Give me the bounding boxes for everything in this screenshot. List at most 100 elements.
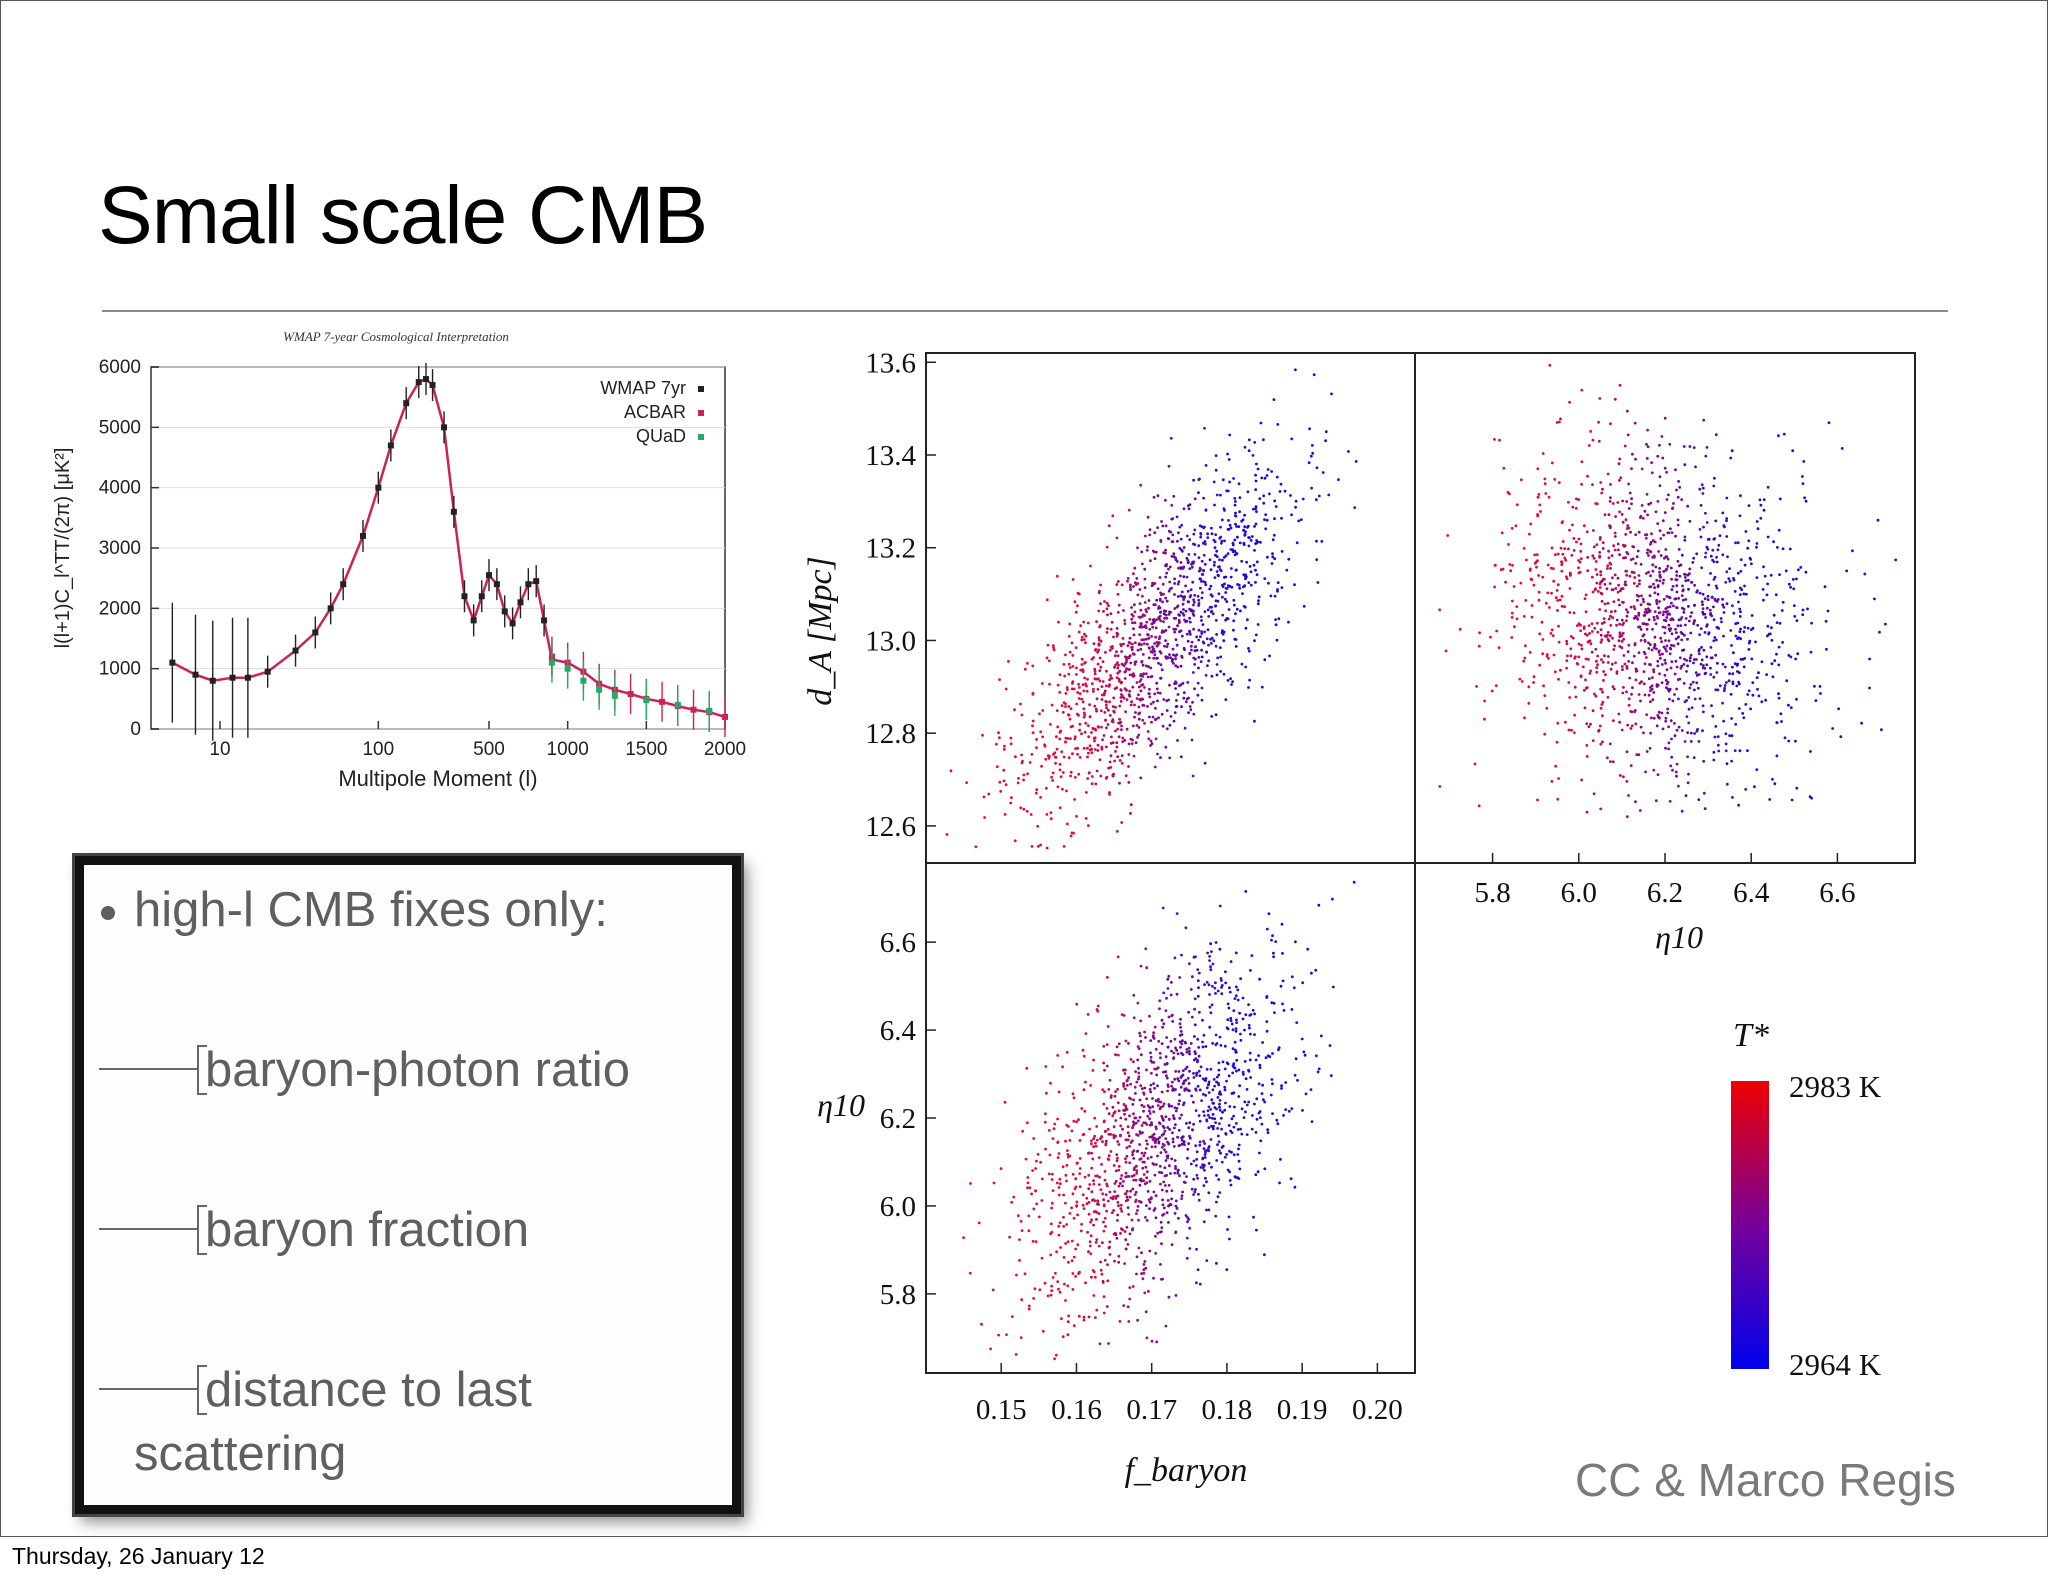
scatter-point: [1138, 711, 1142, 715]
dA-tick-label: 12.8: [865, 718, 916, 750]
scatter-point: [1154, 1137, 1158, 1141]
scatter-point: [1086, 1013, 1090, 1016]
scatter-point: [1154, 1252, 1158, 1255]
scatter-point: [1279, 1158, 1282, 1161]
scatter-point: [1573, 685, 1577, 689]
scatter-point: [1158, 1136, 1162, 1139]
scatter-point: [1518, 677, 1522, 681]
scatter-point: [1071, 1092, 1075, 1096]
scatter-point: [1144, 672, 1148, 676]
scatter-point: [1585, 722, 1589, 725]
scatter-point: [1664, 678, 1668, 682]
scatter-point: [1229, 526, 1233, 530]
scatter-point: [1089, 1252, 1093, 1256]
scatter-point: [1591, 438, 1595, 442]
scatter-point: [1058, 730, 1062, 734]
scatter-point: [1115, 1045, 1119, 1049]
scatter-point: [1686, 573, 1690, 577]
scatter-point: [1102, 1311, 1106, 1315]
scatter-point: [1446, 534, 1450, 537]
scatter-point: [1638, 809, 1642, 812]
scatter-point: [1722, 611, 1726, 614]
scatter-point: [1568, 587, 1572, 590]
scatter-point: [1354, 460, 1358, 463]
scatter-point: [1053, 1357, 1056, 1361]
scatter-point: [1213, 540, 1217, 544]
scatter-point: [1168, 1118, 1171, 1121]
scatter-point: [1020, 753, 1023, 757]
scatter-point: [1182, 696, 1186, 700]
scatter-point: [1271, 934, 1274, 938]
scatter-point: [1216, 1081, 1220, 1085]
scatter-point: [1224, 1132, 1228, 1136]
scatter-point: [1675, 488, 1678, 492]
scatter-point: [1595, 666, 1599, 670]
scatter-point: [1331, 985, 1335, 989]
scatter-point: [1310, 1120, 1314, 1123]
scatter-point: [1182, 546, 1186, 549]
scatter-point: [1703, 597, 1707, 601]
scatter-point: [1139, 483, 1143, 487]
scatter-point: [1218, 1102, 1221, 1106]
scatter-point: [1141, 663, 1145, 667]
scatter-point: [1315, 539, 1318, 543]
scatter-point: [1184, 700, 1188, 704]
scatter-point: [1172, 627, 1176, 631]
scatter-point: [1081, 683, 1085, 687]
scatter-point: [1124, 1192, 1128, 1196]
scatter-point: [1131, 1285, 1135, 1288]
scatter-point: [1644, 533, 1647, 537]
scatter-point: [1177, 566, 1180, 570]
scatter-point: [1052, 1127, 1056, 1131]
scatter-point: [1727, 679, 1731, 683]
scatter-point: [1709, 572, 1712, 575]
scatter-point: [1560, 594, 1564, 598]
scatter-point: [1679, 666, 1683, 670]
scatter-point: [1147, 737, 1151, 741]
scatter-point: [1598, 608, 1602, 611]
scatter-point: [1135, 1133, 1138, 1136]
scatter-point: [1595, 670, 1599, 674]
scatter-point: [1663, 466, 1667, 470]
scatter-point: [1524, 599, 1528, 602]
scatter-point: [1146, 633, 1150, 637]
scatter-point: [1187, 1142, 1191, 1145]
scatter-point: [1193, 528, 1197, 532]
scatter-point: [1192, 609, 1195, 613]
scatter-point: [1715, 560, 1719, 564]
scatter-point: [1090, 747, 1093, 751]
scatter-point: [1226, 489, 1230, 493]
scatter-point: [1566, 654, 1569, 658]
scatter-point: [1243, 513, 1246, 517]
scatter-point: [1530, 578, 1534, 582]
scatter-point: [1132, 1178, 1136, 1182]
scatter-point: [1147, 606, 1150, 610]
scatter-point: [1724, 732, 1728, 736]
scatter-point: [1214, 981, 1217, 985]
sub-bracket-3: [197, 1365, 207, 1415]
scatter-point: [982, 795, 986, 799]
scatter-point: [1198, 1140, 1202, 1144]
scatter-point: [1247, 1100, 1251, 1104]
scatter-point: [1190, 738, 1194, 742]
scatter-point: [1179, 1026, 1182, 1029]
scatter-point: [1213, 1084, 1216, 1088]
scatter-point: [1248, 565, 1252, 568]
scatter-point: [1739, 658, 1743, 661]
scatter-point: [1583, 597, 1587, 600]
scatter-point: [1219, 655, 1223, 659]
scatter-point: [1233, 1105, 1236, 1109]
scatter-point: [1510, 616, 1514, 619]
scatter-point: [1095, 1138, 1099, 1142]
scatter-point: [1220, 518, 1224, 522]
scatter-point: [1126, 644, 1130, 648]
scatter-point: [1709, 554, 1713, 558]
scatter-point: [1103, 1170, 1107, 1173]
scatter-point: [1075, 1200, 1079, 1204]
scatter-point: [1114, 1053, 1117, 1057]
scatter-point: [1045, 656, 1049, 660]
scatter-point: [1117, 1109, 1121, 1113]
scatter-point: [1088, 715, 1092, 719]
scatter-point: [1131, 1153, 1134, 1157]
scatter-point: [1195, 635, 1198, 639]
